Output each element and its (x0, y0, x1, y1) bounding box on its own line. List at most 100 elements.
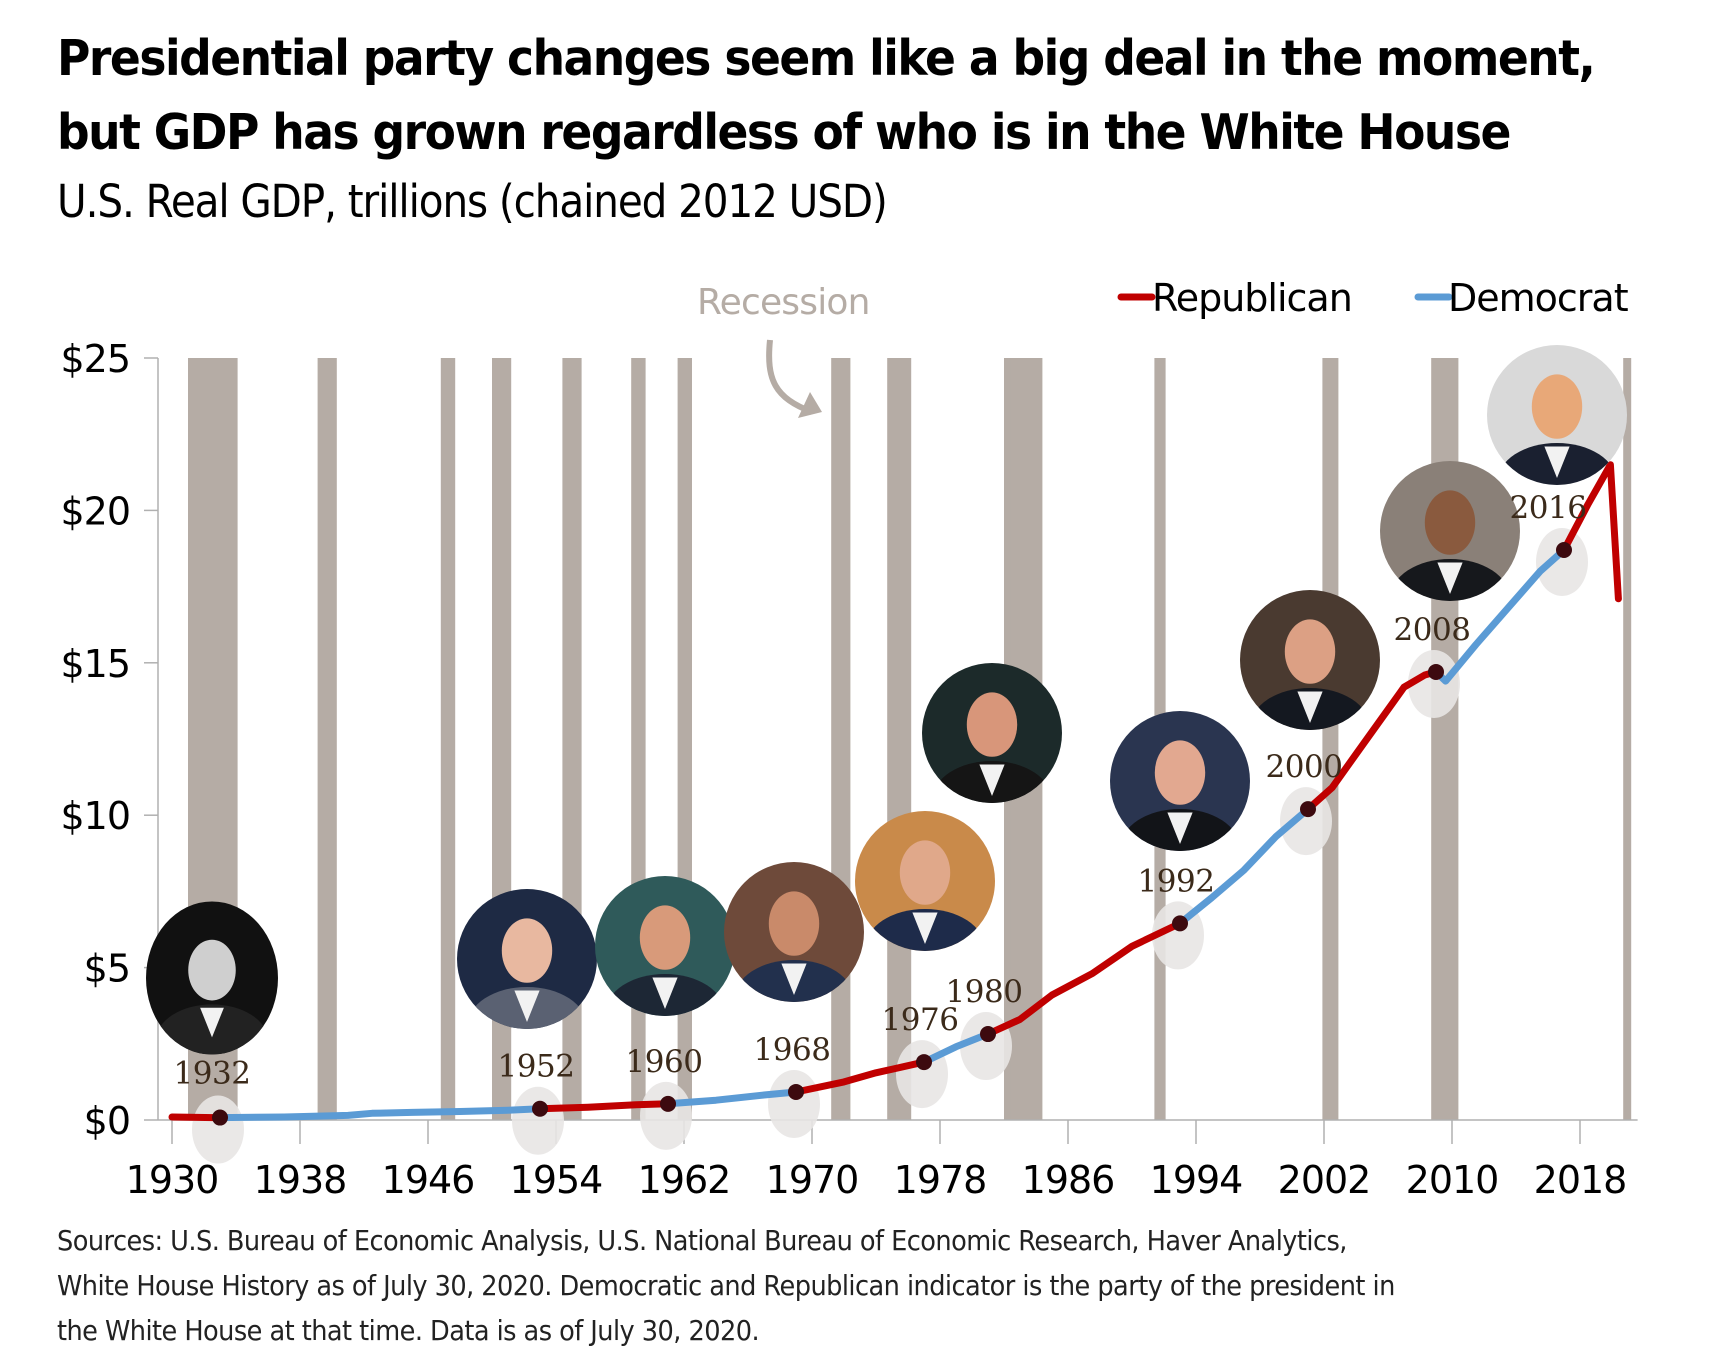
x-tick-label: 2002 (1278, 1158, 1371, 1202)
election-dot (916, 1054, 932, 1071)
x-tick-label: 2010 (1406, 1158, 1499, 1202)
election-dots (212, 542, 1572, 1126)
election-year-label: 1968 (754, 1032, 831, 1068)
election-year-label: 1976 (882, 1002, 959, 1038)
y-tick-label: $10 (60, 794, 130, 838)
election-halos (192, 528, 1588, 1164)
democrat-line-segment (664, 1088, 800, 1108)
election-year-label: 2008 (1394, 612, 1471, 648)
portrait-shoulders (1497, 443, 1617, 485)
portrait-image (855, 811, 995, 951)
portrait-image (1110, 711, 1250, 851)
recession-label: Recession (697, 282, 870, 323)
election-year-label: 1960 (626, 1044, 703, 1080)
president-portraits (146, 345, 1627, 1055)
recession-bar (1623, 358, 1632, 1120)
election-halo (768, 1069, 820, 1138)
y-tick-label: $0 (84, 1099, 130, 1143)
portrait-collar (1437, 562, 1463, 594)
democrat-line-segment (216, 1105, 544, 1122)
portrait-shoulders (1120, 809, 1240, 851)
portrait-collar (781, 963, 807, 995)
chart-subtitle: U.S. Real GDP, trillions (chained 2012 U… (57, 175, 888, 228)
election-year-label: 1980 (946, 974, 1023, 1010)
x-tick-label: 1970 (766, 1158, 859, 1202)
axes: $0 $5 $10 $15 $20 $25 1930 1938 1946 1954 1962 1970… (60, 337, 1638, 1202)
portrait-face (1154, 740, 1206, 805)
election-dot (1428, 663, 1444, 680)
portrait-1960 (595, 876, 735, 1016)
legend: Republican Democrat (1117, 276, 1629, 320)
recession-bar (440, 358, 456, 1120)
portrait-face (899, 840, 951, 905)
x-tick-label: 1954 (510, 1158, 603, 1202)
portrait-1952 (457, 889, 597, 1029)
election-halo (192, 1095, 244, 1164)
portrait-shoulders (1390, 559, 1510, 601)
democrat-line-segment (1176, 805, 1312, 927)
portrait-face (768, 891, 820, 956)
recession-bar (317, 358, 337, 1120)
x-tick-label: 1994 (1150, 1158, 1243, 1202)
recession-arrowhead-icon (798, 392, 822, 418)
recession-annotation: Recession (697, 282, 870, 418)
portrait-collar (1297, 691, 1323, 723)
portrait-collar (979, 764, 1005, 796)
y-tick-label: $20 (60, 489, 130, 533)
y-tick-label: $15 (60, 642, 130, 686)
portrait-shoulders (932, 761, 1052, 803)
portrait-shoulders (467, 987, 587, 1029)
election-dot (212, 1109, 228, 1126)
portrait-1992 (1110, 711, 1250, 851)
election-dot (1556, 542, 1572, 559)
portrait-collar (1544, 446, 1570, 478)
portrait-2000 (1240, 590, 1380, 730)
x-tick-label: 1946 (382, 1158, 475, 1202)
portrait-face (966, 692, 1018, 757)
portrait-image (1380, 461, 1520, 601)
sources-line-3: the White House at that time. Data is as… (57, 1314, 760, 1347)
portrait-2008 (1380, 461, 1520, 601)
x-tick-label: 2018 (1534, 1158, 1627, 1202)
legend-republican-label: Republican (1152, 276, 1352, 320)
title-line-2: but GDP has grown regardless of who is i… (57, 104, 1511, 161)
election-year-label: 1992 (1138, 863, 1215, 899)
election-year-label: 2016 (1510, 490, 1587, 526)
election-halo (512, 1086, 564, 1155)
sources-footnote: Sources: U.S. Bureau of Economic Analysi… (57, 1218, 1704, 1353)
election-year-label: 1932 (174, 1056, 251, 1092)
x-tick-label: 1978 (894, 1158, 987, 1202)
election-halo (640, 1081, 692, 1150)
sources-line-2: White House History as of July 30, 2020.… (57, 1269, 1395, 1302)
portrait-collar (200, 1007, 224, 1038)
chart-title: Presidential party changes seem like a b… (57, 22, 1712, 170)
portrait-image (724, 862, 864, 1002)
gdp-line (168, 461, 1622, 1122)
election-halo (896, 1040, 948, 1109)
portrait-image (146, 901, 278, 1055)
democrat-line-segment (920, 1030, 992, 1066)
portrait-collar (652, 977, 678, 1009)
x-tick-label: 1986 (1022, 1158, 1115, 1202)
election-year-label: 1952 (498, 1049, 575, 1085)
portrait-face (1531, 374, 1583, 439)
portrait-image (595, 876, 735, 1016)
republican-line-segment (1560, 461, 1622, 603)
sources-line-1: Sources: U.S. Bureau of Economic Analysi… (57, 1224, 1347, 1257)
election-dot (660, 1095, 676, 1112)
election-halo (1536, 528, 1588, 597)
portrait-1932 (146, 901, 278, 1055)
election-halo (1408, 649, 1460, 718)
portrait-face (1424, 490, 1476, 555)
x-tick-label: 1930 (126, 1158, 219, 1202)
recession-bar (887, 358, 912, 1120)
portrait-image (457, 889, 597, 1029)
recession-bar (1322, 358, 1339, 1120)
portrait-face (188, 939, 236, 1001)
election-dot (1300, 801, 1316, 818)
portrait-shoulders (605, 974, 725, 1016)
election-halo (960, 1012, 1012, 1081)
x-tick-label: 1938 (254, 1158, 347, 1202)
